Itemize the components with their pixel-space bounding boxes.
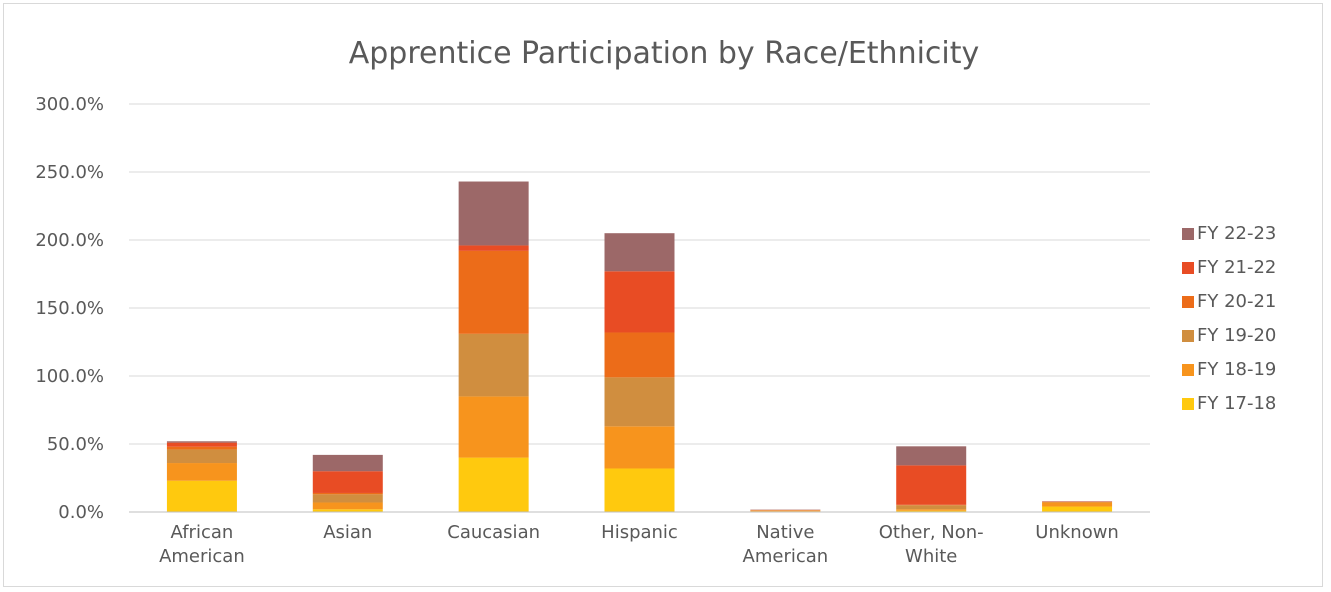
bar-segment <box>166 442 237 447</box>
bar-segment <box>896 509 967 511</box>
legend: FY 22-23 FY 21-22 FY 20-21 FY 19-20 FY 18-19… <box>1182 223 1276 414</box>
bar-segment <box>604 426 675 469</box>
legend-swatch <box>1182 262 1194 274</box>
x-tick-label: Other, Non- <box>879 522 984 543</box>
bar-segment <box>312 492 383 495</box>
y-tick-label: 100.0% <box>35 366 104 387</box>
chart-frame: Apprentice Participation by Race/Ethnici… <box>3 3 1323 587</box>
bar-segment <box>166 449 237 464</box>
bar-segment <box>1042 506 1113 512</box>
x-tick-label: White <box>905 546 957 567</box>
bar-segment <box>458 396 529 458</box>
legend-swatch <box>1182 398 1194 410</box>
bar-segment <box>604 468 675 512</box>
bar-segment <box>312 471 383 493</box>
y-tick-label: 150.0% <box>35 298 104 319</box>
bar-segment <box>166 463 237 481</box>
x-tick-label: Caucasian <box>447 522 540 543</box>
legend-swatch <box>1182 296 1194 308</box>
legend-label: FY 18-19 <box>1197 359 1276 380</box>
y-tick-label: 200.0% <box>35 230 104 251</box>
x-tick-label: Asian <box>323 522 372 543</box>
y-tick-label: 250.0% <box>35 162 104 183</box>
bar-segment <box>750 510 821 512</box>
bar-segment <box>166 441 237 443</box>
legend-swatch <box>1182 364 1194 376</box>
bar-segment <box>604 233 675 272</box>
x-tick-label: Hispanic <box>601 522 678 543</box>
bars <box>166 181 1113 512</box>
legend-label: FY 21-22 <box>1197 257 1276 278</box>
bar-segment <box>312 494 383 503</box>
bar-segment <box>1042 502 1113 507</box>
x-tick-label: American <box>159 546 245 567</box>
bar-segment <box>896 510 967 512</box>
bar-segment <box>312 502 383 510</box>
legend-swatch <box>1182 228 1194 240</box>
legend-swatch <box>1182 330 1194 342</box>
y-tick-label: 300.0% <box>35 94 104 115</box>
bar-segment <box>458 333 529 397</box>
y-tick-label: 0.0% <box>58 502 104 523</box>
bar-segment <box>166 446 237 450</box>
bar-segment <box>604 332 675 378</box>
x-tick-label: Unknown <box>1035 522 1119 543</box>
x-axis: African American Asian Caucasian Hispanic Nat… <box>129 511 1150 567</box>
x-tick-label: Native <box>756 522 814 543</box>
chart-title: Apprentice Participation by Race/Ethnici… <box>349 36 980 71</box>
bar-segment <box>604 377 675 427</box>
bar-segment <box>458 181 529 246</box>
bar-segment <box>604 271 675 333</box>
stacked-bar-chart: Apprentice Participation by Race/Ethnici… <box>35 36 1276 567</box>
bar-segment <box>458 250 529 334</box>
bar-segment <box>312 509 383 512</box>
x-tick-label: African <box>171 522 234 543</box>
y-axis: 0.0% 50.0% 100.0% 150.0% 200.0% 250.0% 300.0% <box>35 94 104 523</box>
bar-segment <box>896 505 967 510</box>
legend-label: FY 20-21 <box>1197 291 1276 312</box>
x-tick-label: American <box>743 546 829 567</box>
y-tick-label: 50.0% <box>47 434 104 455</box>
bar-segment <box>896 446 967 466</box>
bar-segment <box>458 457 529 512</box>
legend-label: FY 17-18 <box>1197 393 1276 414</box>
bar-segment <box>166 480 237 512</box>
bar-segment <box>458 245 529 251</box>
bar-segment <box>312 454 383 472</box>
legend-label: FY 22-23 <box>1197 223 1276 244</box>
legend-label: FY 19-20 <box>1197 325 1276 346</box>
bar-segment <box>896 465 967 505</box>
